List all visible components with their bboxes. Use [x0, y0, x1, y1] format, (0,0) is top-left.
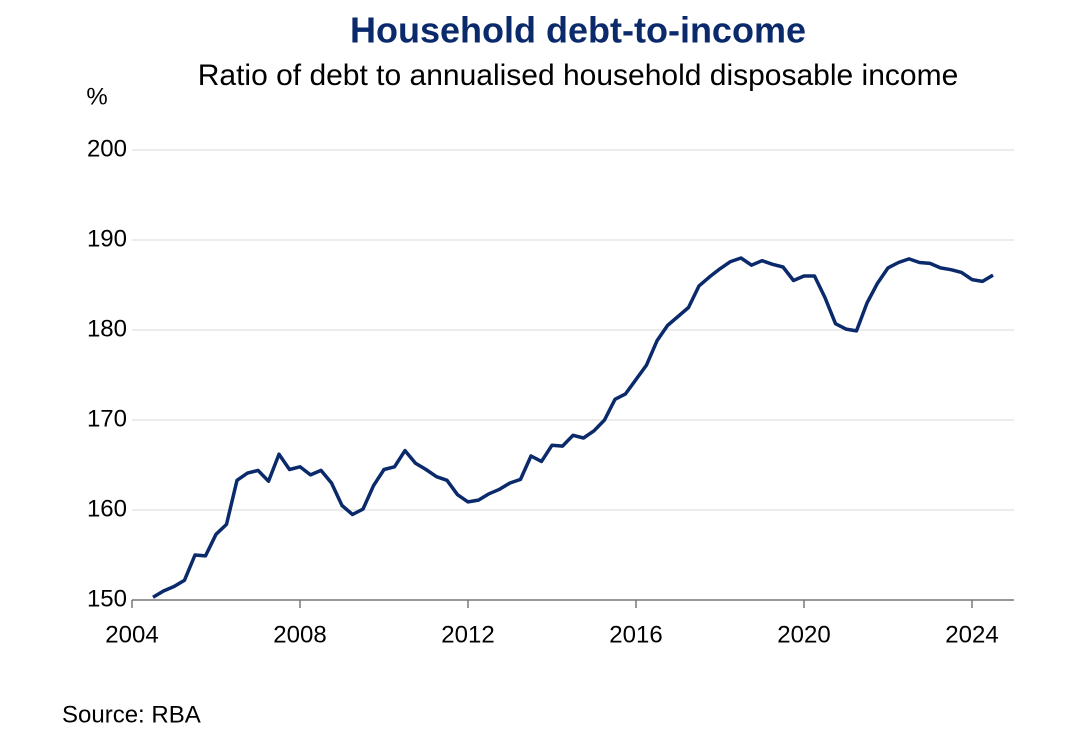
y-tick-label: 180: [87, 315, 127, 342]
y-tick-label: 170: [87, 405, 127, 432]
x-tick-label: 2024: [945, 621, 998, 648]
chart-subtitle: Ratio of debt to annualised household di…: [198, 59, 959, 92]
x-tick-label: 2012: [441, 621, 494, 648]
y-tick-label: 190: [87, 225, 127, 252]
x-tick-label: 2008: [273, 621, 326, 648]
y-tick-label: 200: [87, 135, 127, 162]
x-tick-label: 2016: [609, 621, 662, 648]
y-tick-label: 150: [87, 585, 127, 612]
x-tick-label: 2020: [777, 621, 830, 648]
y-axis-label: %: [86, 83, 107, 110]
y-tick-label: 160: [87, 495, 127, 522]
chart-title: Household debt-to-income: [350, 10, 806, 51]
data-line: [152, 256, 994, 599]
x-tick-label: 2004: [105, 621, 158, 648]
source: Source: RBA: [62, 701, 201, 728]
